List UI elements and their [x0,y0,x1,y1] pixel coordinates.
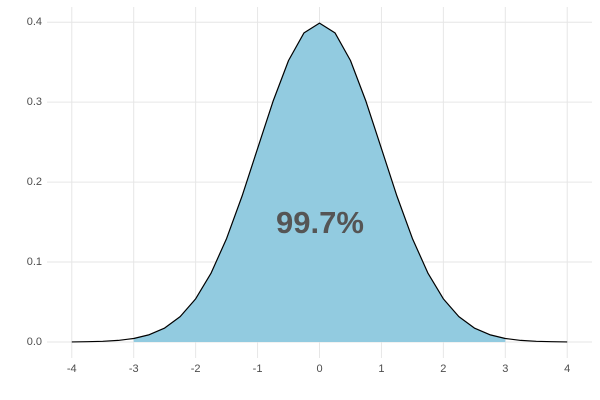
x-tick-label: -1 [253,363,263,375]
density-line [71,22,568,343]
x-tick-label: 3 [502,363,508,375]
annotation: 99.7% [276,205,364,240]
x-tick-label: 2 [440,363,446,375]
x-tick-label: -4 [67,363,77,375]
y-tick-label: 0.1 [27,256,42,268]
x-tick-label: 1 [378,363,384,375]
x-tick-label: -2 [191,363,201,375]
shaded-area [133,23,506,343]
x-tick-label: 0 [316,363,322,375]
y-tick-label: 0.4 [27,16,42,28]
x-tick-label: -3 [129,363,139,375]
y-tick-label: 0.2 [27,176,42,188]
x-tick-label: 4 [564,363,570,375]
y-tick-label: 0.0 [27,336,42,348]
plot-marks [71,22,568,343]
y-tick-label: 0.3 [27,96,42,108]
grid [47,7,592,358]
